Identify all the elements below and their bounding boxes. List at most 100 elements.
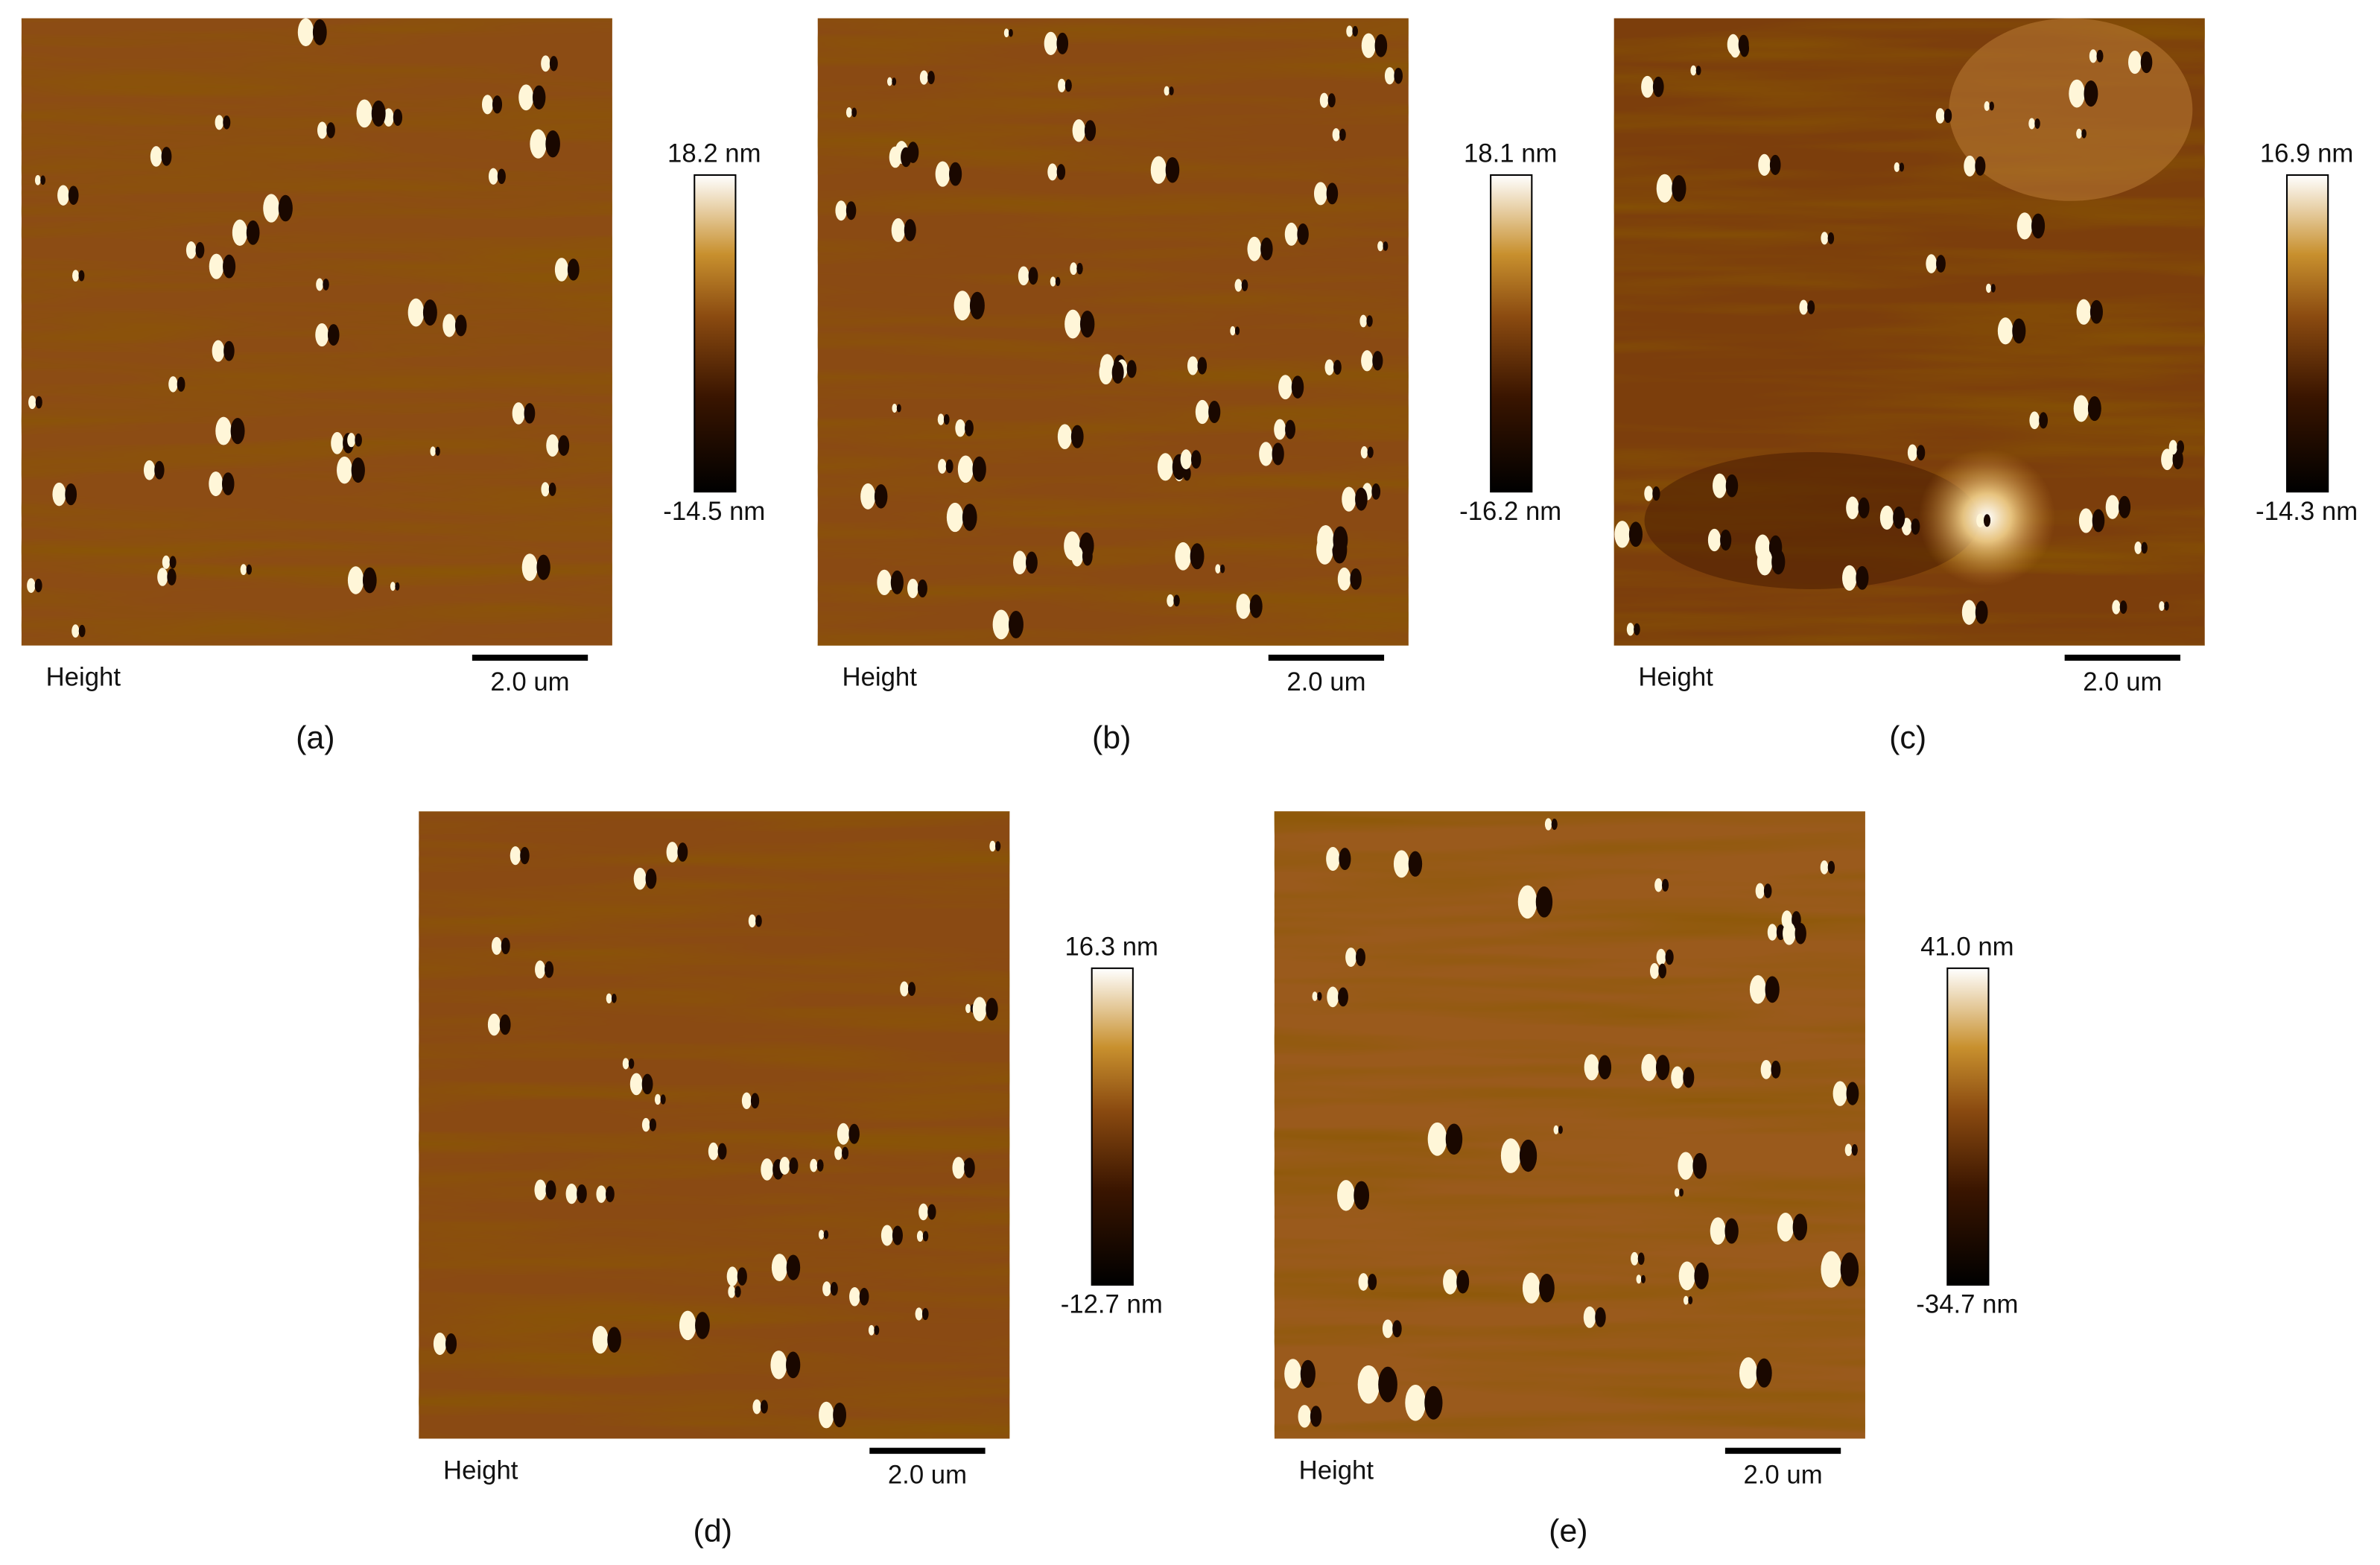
particle-dark: [78, 624, 86, 638]
colorbar-min-label: -14.3 nm: [2256, 498, 2358, 526]
colorbar: [1091, 967, 1134, 1286]
particle-light: [1360, 446, 1368, 459]
particle-light: [849, 1287, 860, 1307]
particle-light: [1345, 947, 1356, 967]
particle-light: [1071, 545, 1083, 567]
panel-caption: (b): [1092, 720, 1131, 756]
particle-light: [708, 1142, 719, 1161]
particle-dark: [223, 340, 235, 361]
particle-dark: [904, 219, 916, 241]
particle-light: [1064, 309, 1082, 339]
particle-dark: [1456, 1269, 1470, 1294]
particle-light: [1500, 1138, 1521, 1173]
particle-light: [1767, 924, 1777, 941]
colorbar-min-label: -34.7 nm: [1916, 1291, 2018, 1319]
particle-dark: [68, 185, 79, 205]
particle-dark: [874, 484, 888, 509]
particle-dark: [921, 1307, 929, 1321]
particle-light: [1057, 424, 1073, 449]
particle-dark: [2039, 412, 2049, 429]
particle-light: [1879, 505, 1894, 530]
colorbar-max-label: 16.3 nm: [1064, 933, 1158, 961]
particle-dark: [1055, 276, 1061, 287]
particle-dark: [830, 1281, 838, 1296]
particle-light: [633, 867, 647, 890]
particle-dark: [351, 457, 365, 483]
particle-dark: [1765, 976, 1780, 1003]
particle-dark: [2140, 51, 2153, 74]
particle-dark: [65, 483, 77, 506]
particle-dark: [1595, 1307, 1606, 1327]
particle-light: [886, 77, 892, 86]
particle-light: [1018, 266, 1029, 286]
particle-dark: [278, 194, 293, 222]
particle-dark: [1688, 1296, 1693, 1305]
colorbar: [1490, 174, 1533, 493]
particle-light: [1907, 444, 1917, 461]
particle-dark: [1126, 360, 1137, 378]
particle-dark: [1327, 93, 1336, 108]
particle-dark: [2089, 299, 2103, 324]
particle-light: [1641, 1053, 1657, 1082]
particle-dark: [1285, 419, 1295, 439]
particle-dark: [326, 122, 335, 139]
channel-label: Height: [1638, 664, 1713, 692]
particle-light: [1317, 525, 1334, 555]
particle-dark: [2141, 542, 2148, 554]
afm-texture: [1274, 811, 1865, 1439]
particle-dark: [628, 1058, 635, 1069]
particle-light: [1187, 356, 1199, 375]
particle-light: [728, 1285, 735, 1298]
particle-dark: [922, 1231, 929, 1242]
particle-dark: [445, 1333, 457, 1354]
particle-light: [818, 1230, 825, 1239]
particle-dark: [945, 459, 953, 474]
particle-dark: [246, 564, 253, 575]
particle-light: [2069, 79, 2085, 108]
particle-dark: [1763, 883, 1772, 898]
particle-light: [535, 960, 545, 979]
particle-dark: [1851, 1144, 1858, 1156]
particle-light: [770, 1350, 787, 1380]
particle-light: [953, 291, 971, 321]
afm-panel: 18.1 nm -16.2 nm Height 2.0 um (b): [817, 18, 1561, 756]
particle-light: [938, 459, 947, 474]
particle-dark: [1197, 357, 1208, 375]
particle-light: [488, 168, 498, 185]
particle-dark: [841, 1146, 849, 1160]
particle-light: [606, 993, 612, 1004]
particle-light: [892, 404, 898, 413]
particle-dark: [1009, 28, 1013, 37]
colorbar-max-label: 18.1 nm: [1464, 140, 1558, 168]
particle-light: [860, 483, 876, 510]
particle-dark: [1858, 497, 1870, 518]
particle-dark: [851, 107, 857, 118]
particle-dark: [1326, 182, 1339, 205]
afm-panel: 16.9 nm -14.3 nm Height 2.0 um (c): [1613, 18, 2358, 756]
particle-dark: [949, 162, 962, 186]
particle-light: [1710, 1217, 1726, 1245]
particle-light: [915, 1307, 923, 1321]
scale-bar-label: 2.0 um: [490, 668, 569, 696]
particle-light: [2159, 601, 2165, 612]
particle-light: [877, 569, 892, 596]
particle-light: [2016, 212, 2033, 240]
particle-light: [1690, 65, 1697, 76]
particle-dark: [2096, 49, 2104, 63]
particle-light: [965, 1003, 971, 1014]
particle-dark: [545, 1180, 556, 1200]
particle-dark: [154, 460, 165, 480]
particle-light: [356, 99, 373, 128]
particle-dark: [965, 419, 974, 437]
particle-light: [1583, 1306, 1596, 1328]
particle-light: [1284, 222, 1298, 246]
particle-light: [1674, 1188, 1680, 1197]
particle-dark: [972, 456, 986, 482]
particle-dark: [195, 241, 205, 258]
channel-label: Height: [46, 664, 121, 692]
particle-dark: [1856, 565, 1869, 590]
particle-light: [779, 1156, 790, 1175]
particle-dark: [645, 868, 657, 889]
particle-dark: [677, 842, 688, 862]
particle-light: [1050, 276, 1056, 287]
